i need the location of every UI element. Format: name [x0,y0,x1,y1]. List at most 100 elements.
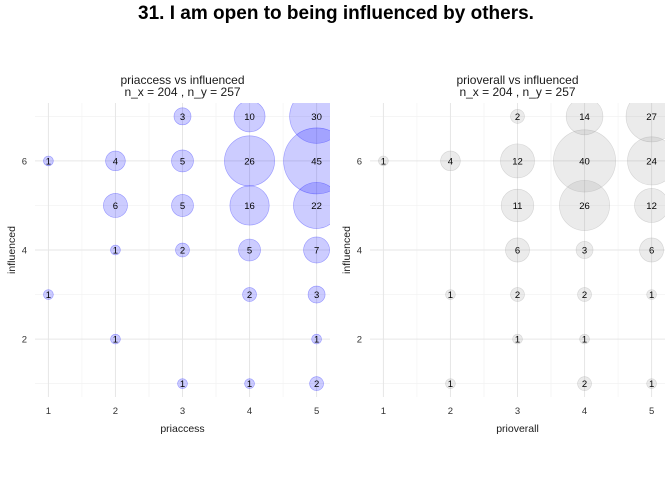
bubble-count-label: 5 [180,201,185,212]
bubble-count-label: 1 [113,334,118,345]
bubble-count-label: 2 [247,290,252,301]
bubble [110,333,121,345]
bubble [627,136,665,186]
bubble [238,238,261,262]
bubble [103,193,128,218]
bubble [559,180,610,231]
bubble-count-label: 6 [113,201,118,212]
bubble-layer [43,103,330,391]
bubble-count-label: 5 [180,156,185,167]
bubble [639,237,664,263]
bubble-layer [378,103,665,391]
bubble-count-label: 2 [314,379,319,390]
bubble-count-label: 2 [582,379,587,390]
bubble-count-label: 14 [579,112,590,123]
y-tick-label: 4 [22,246,27,257]
bubble [500,188,535,223]
x-tick-label: 5 [649,406,654,417]
bubble-count-label: 1 [448,379,453,390]
bubble [510,287,525,302]
panel-title: prioverall vs influenced [456,73,578,87]
bubble [311,333,322,345]
bubble-count-label: 22 [311,201,322,212]
bubble-count-label: 3 [314,290,319,301]
bubble-count-label: 1 [649,379,654,390]
bubble [307,285,326,304]
bubble [177,378,188,389]
bubble [445,289,456,300]
bubble-count-label: 2 [515,290,520,301]
bubble-count-label: 26 [244,156,255,167]
bubble [575,241,594,259]
bubble-count-label: 6 [649,245,654,256]
x-tick-label: 3 [180,406,185,417]
bubble [229,185,270,226]
bubble [43,289,54,300]
panel-title: priaccess vs influenced [120,73,244,87]
bubble [445,378,456,389]
bubble-count-label: 6 [515,245,520,256]
bubble-count-label: 26 [579,201,590,212]
bubble-count-label: 11 [513,201,523,212]
y-tick-label: 4 [357,246,362,257]
bubble [171,149,194,173]
bubble [303,236,330,264]
bubble [646,289,657,300]
bubble-count-label: 3 [582,245,587,256]
bubble-count-label: 10 [244,112,255,123]
x-tick-label: 2 [113,406,118,417]
bubble-count-label: 1 [247,379,252,390]
bubble-count-label: 1 [448,290,453,301]
bubble-count-label: 7 [314,245,319,256]
bubble [293,182,330,229]
bubble-count-label: 4 [113,156,118,167]
bubble-count-label: 1 [314,334,319,345]
x-axis-label: prioverall [496,423,539,435]
bubble [242,287,257,302]
bubble [500,143,535,179]
y-axis-label: influenced [341,226,353,274]
y-axis-label: influenced [6,226,18,274]
bubble-count-label: 2 [180,245,185,256]
bubble-count-label: 40 [579,156,590,167]
bubble-count-label: 24 [646,156,657,167]
bubble [512,333,523,345]
y-tick-label: 2 [357,335,362,346]
y-tick-label: 6 [357,156,362,167]
bubble [579,333,590,345]
y-tick-label: 6 [22,156,27,167]
bubble-count-label: 27 [646,112,657,123]
bubble-count-label: 30 [311,112,322,123]
x-axis-label: priaccess [160,423,204,435]
x-tick-label: 4 [247,406,252,417]
bubble [505,237,530,263]
bubble [105,150,126,172]
bubble [244,378,255,389]
bubble-count-label: 1 [113,245,118,256]
x-tick-label: 2 [448,406,453,417]
bubble [43,155,54,167]
bubble [309,376,324,391]
bubble [378,155,389,167]
bubble [625,103,665,143]
bubble-count-label: 16 [244,201,255,212]
bubble [553,129,616,193]
bubble-count-label: 2 [515,112,520,123]
x-tick-label: 1 [46,406,51,417]
bubble-count-label: 1 [649,290,654,301]
bubble-count-label: 1 [381,156,386,167]
x-tick-label: 1 [381,406,386,417]
main-title: 31. I am open to being influenced by oth… [138,3,534,24]
bubble-count-label: 1 [515,334,520,345]
bubble [577,376,592,391]
bubble [440,150,461,172]
bubble-count-label: 12 [512,156,523,167]
bubble-count-label: 1 [46,290,51,301]
bubble [565,103,604,136]
panel-subtitle: n_x = 204 , n_y = 257 [459,85,575,99]
bubble [110,244,121,256]
bubble [173,107,192,126]
x-tick-label: 3 [515,406,520,417]
y-tick-label: 2 [22,335,27,346]
